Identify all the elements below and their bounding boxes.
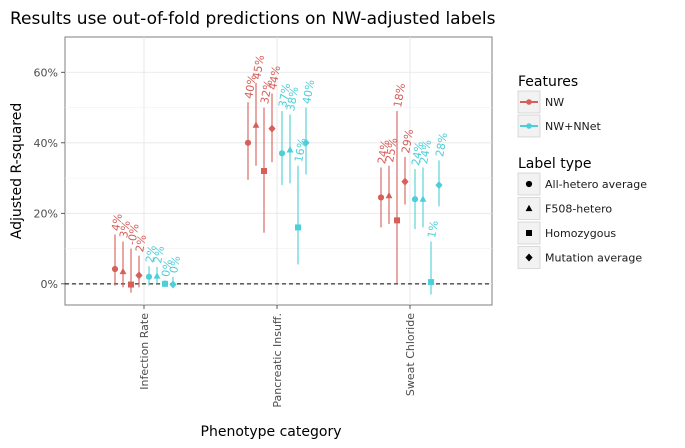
data-point xyxy=(261,168,267,174)
data-label: 28% xyxy=(433,132,450,158)
x-tick-label: Pancreatic Insuff. xyxy=(271,313,284,408)
grid-lines xyxy=(65,37,492,305)
data-point xyxy=(286,146,294,153)
y-axis: 0% 20% 40% 60% xyxy=(34,66,65,291)
data-label: 25% xyxy=(383,137,400,163)
data-label: 37% xyxy=(276,82,293,108)
data-point xyxy=(135,271,143,280)
data-point xyxy=(153,272,161,279)
data-point xyxy=(278,150,286,157)
legend-label: Mutation average xyxy=(545,252,642,265)
y-axis-title: Adjusted R-squared xyxy=(9,103,25,240)
legend-shape xyxy=(525,253,533,262)
legend-title-features: Features xyxy=(518,74,578,90)
y-tick-label: 0% xyxy=(41,278,58,291)
data-point xyxy=(401,177,409,186)
x-axis-title: Phenotype category xyxy=(201,424,342,440)
data-point xyxy=(244,139,252,146)
data-point xyxy=(128,281,134,288)
y-tick-label: 40% xyxy=(34,137,58,150)
data-point xyxy=(162,280,168,287)
data-label: 2% xyxy=(143,244,159,263)
data-point xyxy=(302,138,310,147)
data-point xyxy=(119,267,127,275)
data-label: 45% xyxy=(250,54,267,80)
data-point xyxy=(411,196,419,203)
data-label: 32% xyxy=(258,79,275,105)
data-point xyxy=(145,273,153,280)
data-point xyxy=(385,191,393,199)
data-label: 2% xyxy=(151,245,167,264)
data-label: 24% xyxy=(417,139,434,165)
data-label: 2% xyxy=(133,234,149,253)
data-point xyxy=(169,280,177,289)
data-point xyxy=(394,217,400,224)
data-label: 29% xyxy=(399,128,416,154)
legend-label: NW xyxy=(545,96,564,109)
data-label: 38% xyxy=(284,86,301,112)
legend: Features NW NW+NNet Label type All-hetero av… xyxy=(517,74,647,269)
legend-label: All-hetero average xyxy=(545,178,647,191)
data-point xyxy=(419,195,427,202)
data-label: 4% xyxy=(109,213,125,232)
data-label: 0% xyxy=(167,255,183,274)
data-label: 40% xyxy=(242,73,259,99)
data-point xyxy=(377,194,385,201)
x-tick-label: Sweat Chloride xyxy=(404,313,417,396)
legend-label: Homozygous xyxy=(545,227,616,240)
plot-panel xyxy=(64,36,493,306)
data-point xyxy=(428,279,434,286)
y-tick-label: 60% xyxy=(34,66,58,79)
data-label: 24% xyxy=(375,139,392,165)
data-label: 3% xyxy=(117,220,133,239)
data-label: 40% xyxy=(300,79,317,105)
data-point xyxy=(295,224,301,231)
data-label: -0% xyxy=(125,223,142,246)
legend-title-label-type: Label type xyxy=(518,156,592,172)
data-label: 0% xyxy=(159,258,175,277)
x-tick-label: Infection Rate xyxy=(138,313,151,390)
data-label: 16% xyxy=(292,137,309,163)
y-tick-label: 20% xyxy=(34,207,58,220)
data-label: 24% xyxy=(409,140,426,166)
data-point xyxy=(252,121,260,128)
legend-label: F508-hetero xyxy=(545,203,612,216)
legend-label: NW+NNet xyxy=(545,120,602,133)
legend-point xyxy=(526,123,532,129)
data-point xyxy=(435,181,443,190)
legend-point xyxy=(526,99,532,105)
legend-shape xyxy=(525,204,533,212)
data-label: 18% xyxy=(391,82,408,108)
data-marks xyxy=(111,82,443,295)
data-labels: 4%3%-0%2%40%45%32%44%24%25%18%29%2%2%0%0… xyxy=(109,54,450,278)
data-point xyxy=(111,265,119,273)
legend-shape xyxy=(526,230,532,236)
chart-title: Results use out-of-fold predictions on N… xyxy=(10,9,496,29)
legend-shape xyxy=(525,180,533,188)
x-axis: Infection Rate Pancreatic Insuff. Sweat Ch… xyxy=(138,305,417,408)
data-label: 44% xyxy=(266,65,283,91)
data-label: 1% xyxy=(425,220,441,239)
data-point xyxy=(268,124,276,133)
